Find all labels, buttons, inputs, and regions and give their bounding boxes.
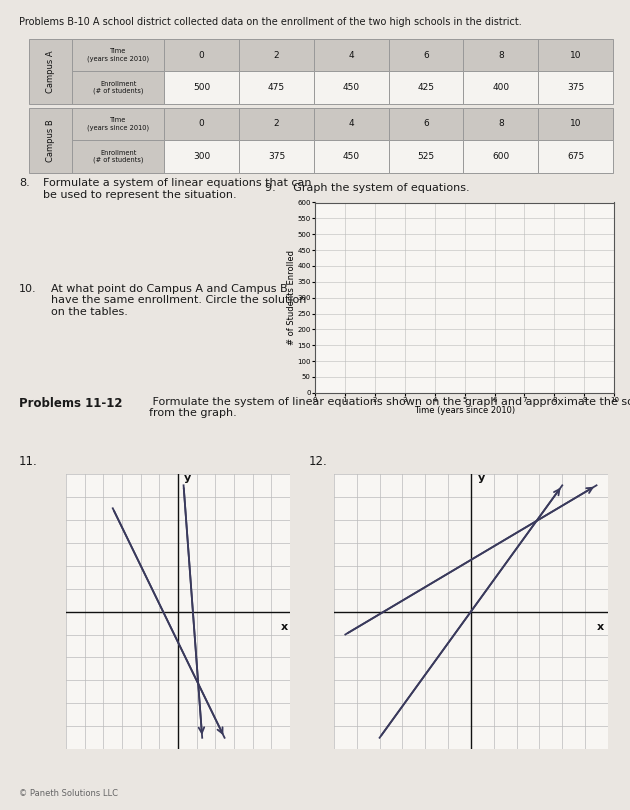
Bar <box>239 108 314 140</box>
Text: 600: 600 <box>492 151 510 161</box>
Bar <box>314 140 389 173</box>
Text: y: y <box>478 473 485 483</box>
Text: Problems B-10 A school district collected data on the enrollment of the two high: Problems B-10 A school district collecte… <box>19 17 522 27</box>
Bar <box>72 71 164 104</box>
Text: 675: 675 <box>567 151 584 161</box>
Text: 6: 6 <box>423 119 429 129</box>
Text: Enrollment
(# of students): Enrollment (# of students) <box>93 81 144 94</box>
Bar <box>389 39 464 71</box>
Bar <box>538 108 613 140</box>
Text: 500: 500 <box>193 83 210 92</box>
Bar <box>389 71 464 104</box>
Text: x: x <box>597 622 604 632</box>
Text: 8: 8 <box>498 119 504 129</box>
Text: 12.: 12. <box>309 455 328 468</box>
Text: 375: 375 <box>268 151 285 161</box>
Text: 9.     Graph the system of equations.: 9. Graph the system of equations. <box>265 183 469 194</box>
Text: Time
(years since 2010): Time (years since 2010) <box>88 117 149 130</box>
Text: 300: 300 <box>193 151 210 161</box>
Bar <box>314 39 389 71</box>
Text: Campus B: Campus B <box>47 119 55 161</box>
Bar <box>164 39 239 71</box>
Bar <box>314 71 389 104</box>
Text: Time
(years since 2010): Time (years since 2010) <box>88 49 149 62</box>
Bar <box>314 108 389 140</box>
Bar <box>389 140 464 173</box>
Bar <box>72 140 164 173</box>
Text: 0: 0 <box>199 119 205 129</box>
Bar <box>164 108 239 140</box>
Bar <box>72 108 164 140</box>
Bar <box>164 71 239 104</box>
Text: 375: 375 <box>567 83 584 92</box>
Text: 6: 6 <box>423 50 429 60</box>
Text: Enrollment
(# of students): Enrollment (# of students) <box>93 150 144 163</box>
Text: 8.: 8. <box>19 178 30 188</box>
Text: 425: 425 <box>418 83 435 92</box>
Bar <box>538 140 613 173</box>
Bar <box>164 140 239 173</box>
Text: At what point do Campus A and Campus B
have the same enrollment. Circle the solu: At what point do Campus A and Campus B h… <box>50 284 306 317</box>
Text: 475: 475 <box>268 83 285 92</box>
Text: x: x <box>280 622 288 632</box>
Text: © Paneth Solutions LLC: © Paneth Solutions LLC <box>19 789 118 798</box>
Text: 525: 525 <box>418 151 435 161</box>
Bar <box>464 39 538 71</box>
Text: Formulate the system of linear equations shown on the graph and approximate the : Formulate the system of linear equations… <box>149 397 630 419</box>
Text: 10: 10 <box>570 119 581 129</box>
Text: 8: 8 <box>498 50 504 60</box>
Bar <box>389 108 464 140</box>
Bar <box>538 71 613 104</box>
Bar <box>29 108 72 173</box>
Text: 2: 2 <box>273 119 279 129</box>
Text: 10: 10 <box>570 50 581 60</box>
Bar <box>464 71 538 104</box>
Text: 400: 400 <box>492 83 510 92</box>
Bar <box>239 39 314 71</box>
Text: Formulate a system of linear equations that can
be used to represent the situati: Formulate a system of linear equations t… <box>43 178 311 200</box>
Text: Problems 11-12: Problems 11-12 <box>19 397 122 410</box>
Text: 4: 4 <box>348 50 354 60</box>
Bar <box>464 140 538 173</box>
Text: 11.: 11. <box>19 455 38 468</box>
Text: y: y <box>183 473 191 483</box>
Bar <box>239 140 314 173</box>
Y-axis label: # of Students Enrolled: # of Students Enrolled <box>287 250 296 345</box>
Bar <box>239 71 314 104</box>
Text: 4: 4 <box>348 119 354 129</box>
Text: 450: 450 <box>343 83 360 92</box>
Bar <box>464 108 538 140</box>
Text: 0: 0 <box>199 50 205 60</box>
Bar <box>29 39 72 104</box>
X-axis label: Time (years since 2010): Time (years since 2010) <box>414 406 515 415</box>
Text: 2: 2 <box>273 50 279 60</box>
Bar <box>72 39 164 71</box>
Text: Campus A: Campus A <box>47 50 55 92</box>
Text: 10.: 10. <box>19 284 37 293</box>
Bar <box>538 39 613 71</box>
Text: 450: 450 <box>343 151 360 161</box>
